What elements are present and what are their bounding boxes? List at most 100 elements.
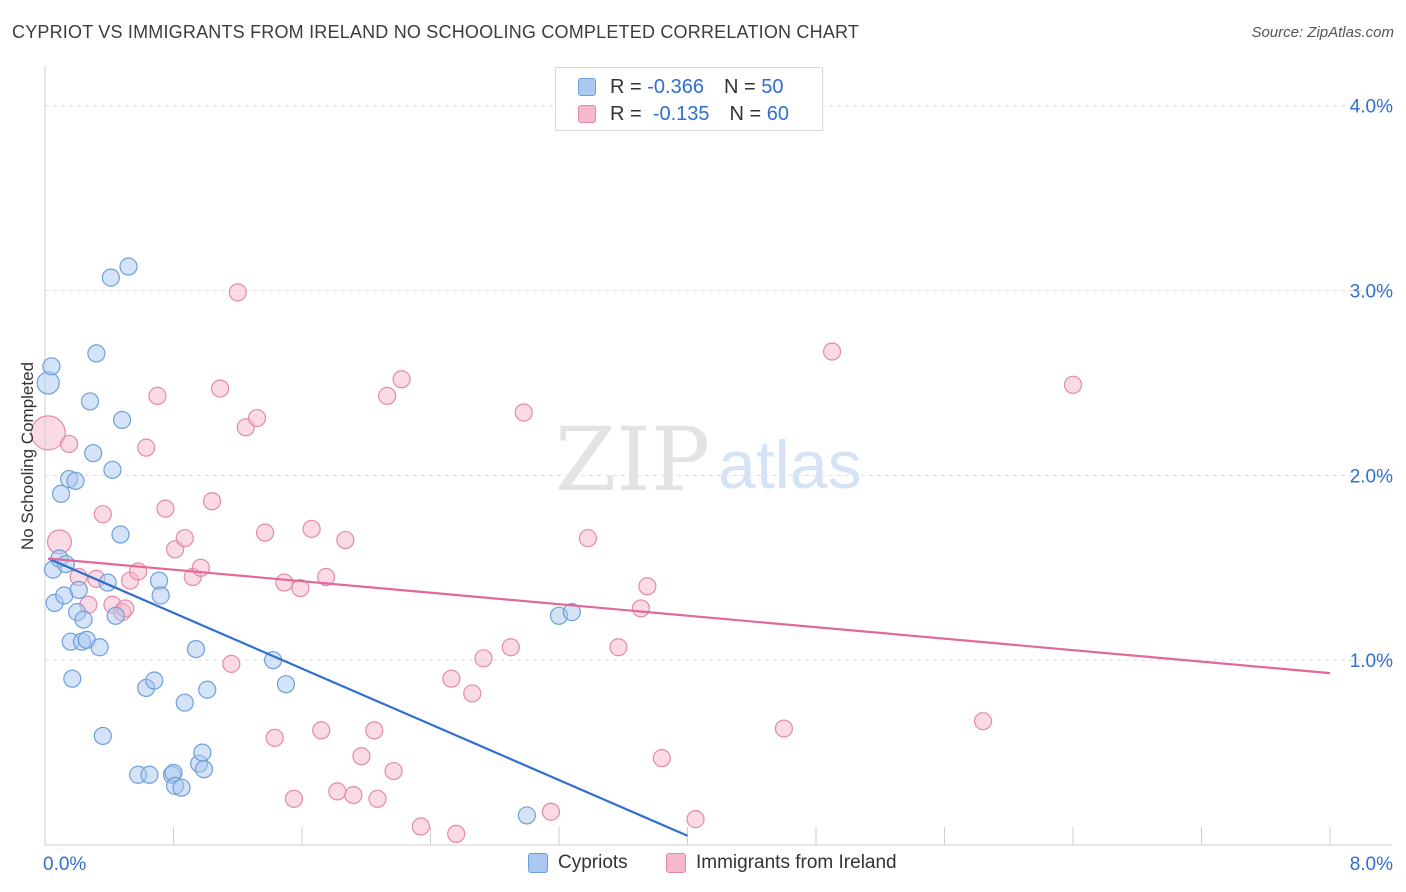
point-ireland <box>411 817 430 836</box>
point-cypriot <box>145 671 164 690</box>
point-ireland <box>384 761 403 781</box>
point-cypriot <box>106 606 125 625</box>
point-cypriot <box>193 743 212 762</box>
point-ireland <box>1063 375 1083 394</box>
point-cypriot <box>562 603 581 622</box>
watermark-atlas: atlas <box>718 427 862 503</box>
point-ireland <box>973 712 993 731</box>
trend-line-cypriots <box>47 557 688 837</box>
legend-item-cypriots: Cypriots <box>528 852 628 874</box>
legend-r-label: R = <box>610 102 642 125</box>
y-tick-label: 4.0% <box>1350 97 1393 118</box>
series-cypriots <box>36 257 581 825</box>
point-cypriot <box>74 610 93 629</box>
point-ireland <box>137 438 156 457</box>
point-ireland <box>474 649 493 668</box>
legend-row-cypriots: R = -0.366 N = 50 <box>578 74 783 100</box>
point-cypriot <box>111 525 130 544</box>
point-ireland <box>275 573 294 592</box>
legend-n-label: N = <box>729 102 762 125</box>
tick-labels: 1.0% 2.0% 3.0% 4.0% 0.0% 8.0% <box>43 97 1393 875</box>
point-ireland <box>93 505 112 524</box>
point-cypriot <box>186 639 206 659</box>
point-cypriot <box>276 675 296 694</box>
point-ireland <box>352 747 371 766</box>
point-ireland <box>284 789 304 808</box>
watermark: ZIP atlas <box>555 408 862 511</box>
series-immigrants-from-ireland <box>30 283 1083 844</box>
legend-item-ireland: Immigrants from Ireland <box>666 852 897 874</box>
point-ireland <box>210 379 230 398</box>
watermark-zip: ZIP <box>555 408 710 511</box>
point-ireland <box>265 728 284 747</box>
point-ireland <box>222 654 241 673</box>
point-ireland <box>368 789 387 808</box>
point-ireland <box>336 530 355 550</box>
point-ireland <box>609 638 628 657</box>
point-cypriot <box>517 806 536 825</box>
point-ireland <box>316 567 336 587</box>
axes <box>44 66 1392 846</box>
point-ireland <box>822 342 842 361</box>
point-ireland <box>442 669 461 688</box>
point-cypriot <box>51 484 71 503</box>
legend-swatch-pink <box>666 853 686 873</box>
point-ireland <box>247 408 267 428</box>
point-ireland <box>175 529 194 548</box>
point-ireland <box>578 529 598 548</box>
point-cypriot <box>140 765 159 784</box>
point-cypriot <box>172 778 191 797</box>
point-ireland <box>255 523 275 542</box>
point-ireland <box>686 810 705 829</box>
point-ireland <box>631 599 651 618</box>
point-cypriot <box>66 471 85 491</box>
legend-n-label: N = <box>723 75 756 98</box>
point-ireland <box>365 721 384 740</box>
legend-label-ireland: Immigrants from Ireland <box>696 852 897 873</box>
point-ireland <box>291 579 310 598</box>
point-ireland <box>228 283 247 302</box>
point-ireland <box>652 749 671 768</box>
correlation-legend: R = -0.366 N = 50 R = -0.135 N = 60 <box>555 67 823 131</box>
point-ireland <box>302 519 321 539</box>
point-ireland <box>344 785 363 805</box>
point-cypriot <box>112 410 132 430</box>
point-ireland <box>312 721 331 740</box>
point-cypriot <box>36 371 60 395</box>
point-ireland <box>59 434 79 454</box>
point-ireland <box>30 415 66 451</box>
legend-r-value: -0.366 <box>647 75 704 98</box>
y-tick-label: 1.0% <box>1350 651 1393 672</box>
point-ireland <box>541 802 561 821</box>
point-cypriot <box>198 680 217 699</box>
point-ireland <box>202 492 222 511</box>
point-ireland <box>774 719 793 738</box>
y-tick-label: 3.0% <box>1350 282 1393 303</box>
point-cypriot <box>119 257 138 276</box>
point-ireland <box>156 499 175 518</box>
legend-label-cypriots: Cypriots <box>558 852 628 873</box>
point-cypriot <box>84 444 103 463</box>
point-ireland <box>463 684 482 703</box>
point-ireland <box>378 386 397 405</box>
legend-r-label: R = <box>610 75 642 98</box>
legend-n-value: 60 <box>766 102 790 125</box>
chart-title: CYPRIOT VS IMMIGRANTS FROM IRELAND NO SC… <box>12 22 860 42</box>
point-cypriot <box>80 392 100 411</box>
legend-row-ireland: R = -0.135 N = 60 <box>578 101 789 127</box>
trend-lines <box>47 557 1331 837</box>
point-cypriot <box>93 726 112 746</box>
point-ireland <box>514 403 533 422</box>
point-cypriot <box>175 693 194 712</box>
point-cypriot <box>151 586 170 605</box>
legend-swatch-pink <box>578 105 596 123</box>
point-ireland <box>148 386 167 405</box>
point-cypriot <box>69 580 88 600</box>
legend-n-value: 50 <box>761 75 784 98</box>
point-cypriot <box>194 760 214 779</box>
point-cypriot <box>42 357 61 376</box>
point-ireland <box>328 782 347 801</box>
point-cypriot <box>63 669 82 688</box>
point-ireland <box>638 577 657 596</box>
